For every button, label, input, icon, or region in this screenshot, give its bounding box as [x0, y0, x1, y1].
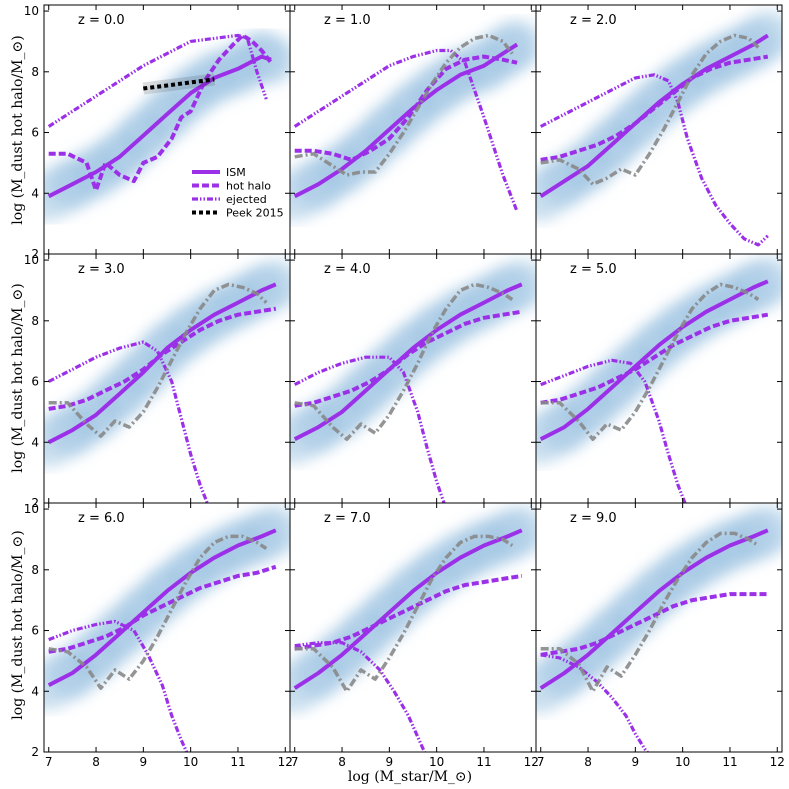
x-tick-label: 12 [770, 755, 785, 769]
panel-6: z = 5.0 [535, 253, 783, 504]
x-tick-label: 7 [45, 755, 53, 769]
y-tick-label: 6 [31, 126, 39, 140]
series-ejected [47, 33, 268, 128]
panel-frame [535, 502, 783, 753]
panel-3: z = 2.0 [535, 4, 783, 255]
series-ism [539, 279, 769, 441]
panel-9: 7 8 9 10 11 12 z = 9.0 [535, 502, 785, 769]
series-ejected [540, 653, 650, 752]
redshift-label: z = 4.0 [324, 262, 371, 277]
x-tick-label: 9 [140, 755, 148, 769]
redshift-label: z = 7.0 [324, 511, 371, 526]
series-ism [293, 282, 523, 441]
series-gray [540, 282, 760, 441]
y-tick-label: 4 [31, 186, 39, 200]
series-ism [293, 528, 523, 690]
redshift-label: z = 1.0 [324, 13, 371, 28]
y-tick-label: 10 [24, 4, 39, 18]
legend-label: ISM [226, 166, 246, 179]
y-axis-label-bottom: log (M_dust hot halo/M_⊙) [10, 530, 26, 719]
y-tick-label: 10 [24, 502, 39, 516]
series-hot-halo [540, 592, 768, 657]
series-hot-halo [48, 306, 277, 411]
series-ejected [539, 73, 769, 247]
x-tick-label: 11 [230, 755, 245, 769]
panel-5: z = 4.0 [289, 253, 537, 504]
x-axis-label: log (M_star/M_⊙) [348, 769, 472, 785]
y-tick-label: 10 [24, 253, 39, 267]
series-gray [48, 534, 268, 690]
x-tick-label: 10 [429, 755, 444, 769]
x-tick-label: 11 [476, 755, 491, 769]
y-tick-label: 6 [31, 375, 39, 389]
x-tick-label: 11 [722, 755, 737, 769]
redshift-label: z = 5.0 [570, 262, 617, 277]
panel-2: z = 1.0 [289, 4, 537, 255]
y-tick-label: 8 [31, 314, 39, 328]
x-tick-label: 7 [537, 755, 545, 769]
y-tick-label: 4 [31, 435, 39, 449]
y-tick-label: 8 [31, 563, 39, 577]
x-tick-label: 8 [92, 755, 100, 769]
series-ejected [293, 355, 446, 503]
legend-label: Peek 2015 [226, 207, 284, 220]
series-hot-halo [48, 33, 273, 193]
redshift-label: z = 2.0 [570, 13, 617, 28]
y-tick-label: 4 [31, 684, 39, 698]
series-gray [294, 534, 514, 694]
series-hot-halo [294, 309, 523, 408]
series-ism [539, 528, 769, 690]
series-hot-halo [48, 564, 277, 654]
panel-8: 7 8 9 10 11 12 z = 7.0 [289, 502, 539, 769]
series-gray [540, 531, 760, 694]
series-ism [47, 282, 277, 445]
x-tick-label: 9 [386, 755, 394, 769]
redshift-label: z = 0.0 [78, 13, 125, 28]
redshift-label: z = 6.0 [78, 511, 125, 526]
series-ejected [48, 619, 189, 752]
series-ejected [540, 358, 687, 503]
y-tick-label: 8 [31, 65, 39, 79]
y-tick-label: 6 [31, 624, 39, 638]
x-tick-label: 10 [675, 755, 690, 769]
y-tick-label: 2 [31, 247, 39, 261]
series-gray [294, 33, 514, 177]
y-axis-label-middle: log (M_dust hot halo/M_⊙) [10, 283, 26, 472]
y-axis-label-top: log (M_dust hot halo/M_⊙) [10, 35, 26, 224]
legend-label: ejected [226, 193, 267, 206]
y-tick-label: 2 [31, 496, 39, 510]
x-tick-label: 7 [291, 755, 299, 769]
x-tick-label: 12 [524, 755, 539, 769]
redshift-label: z = 3.0 [78, 262, 125, 277]
series-ejected [294, 641, 427, 752]
x-tick-label: 10 [183, 755, 198, 769]
series-ism [47, 528, 277, 687]
x-tick-label: 8 [584, 755, 592, 769]
density-cloud [290, 259, 536, 465]
series-gray [540, 33, 760, 186]
panel-4: 2 4 6 8 10 z = 3.0 [24, 253, 291, 510]
series-hot-halo [294, 54, 518, 162]
series-hot-halo [540, 312, 769, 405]
series-gray [48, 282, 268, 438]
legend-label: hot halo [226, 180, 271, 193]
redshift-label: z = 9.0 [570, 511, 617, 526]
x-tick-label: 12 [278, 755, 293, 769]
x-tick-label: 8 [338, 755, 346, 769]
series-peek-2015 [143, 77, 215, 91]
series-gray [294, 282, 514, 441]
y-tick-label: 2 [31, 745, 39, 759]
series-ism [47, 54, 272, 199]
x-tick-label: 9 [632, 755, 640, 769]
series-hot-halo [294, 573, 523, 651]
panel-7: 2 4 6 8 10 7 8 9 10 11 12 z = 6.0 [24, 502, 293, 769]
series-hot-halo [540, 54, 769, 162]
series-ejected [293, 48, 519, 213]
